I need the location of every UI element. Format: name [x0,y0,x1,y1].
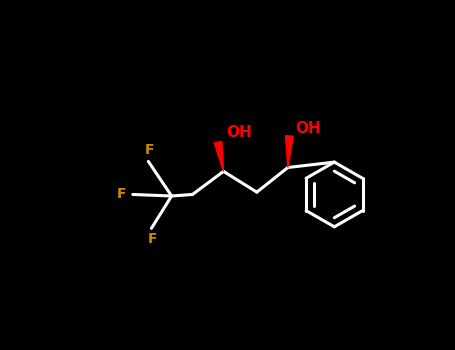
Text: F: F [145,144,155,158]
Text: OH: OH [226,125,252,140]
Polygon shape [214,141,223,172]
Text: F: F [117,188,126,202]
Text: OH: OH [296,121,321,136]
Polygon shape [285,136,293,168]
Text: F: F [148,232,158,246]
